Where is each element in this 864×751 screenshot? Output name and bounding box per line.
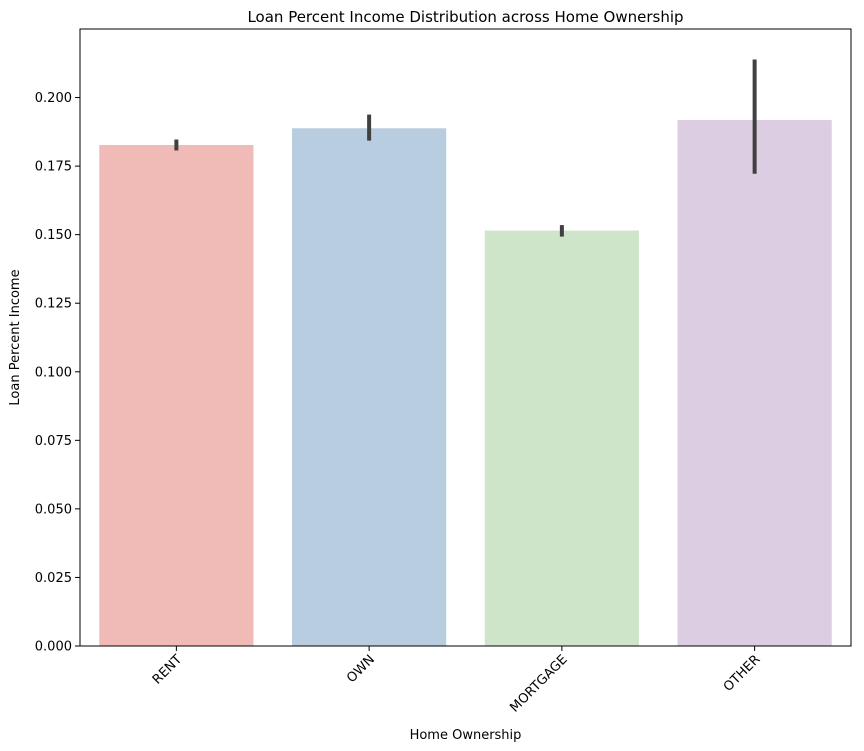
y-tick-label: 0.200 [35, 91, 72, 106]
error-bars-group [174, 59, 757, 237]
x-tick-label-rent: RENT [150, 652, 185, 687]
bar-rent [99, 144, 254, 646]
chart-title: Loan Percent Income Distribution across … [247, 8, 683, 26]
x-tick-label-other: OTHER [721, 652, 764, 695]
y-tick-label: 0.150 [35, 228, 72, 243]
bar-mortgage [484, 230, 639, 646]
y-tick-label: 0.100 [35, 365, 72, 380]
y-tick-label: 0.125 [35, 297, 72, 312]
y-tick-label: 0.000 [35, 640, 72, 655]
y-tick-label: 0.175 [35, 160, 72, 175]
x-tick-label-mortgage: MORTGAGE [507, 652, 570, 715]
y-tick-label: 0.075 [35, 434, 72, 449]
x-tick-label-own: OWN [344, 652, 378, 686]
bar-own [292, 128, 447, 647]
x-axis: RENT OWN MORTGAGE OTHER [150, 646, 764, 716]
bars-group [99, 120, 832, 647]
y-tick-label: 0.050 [35, 502, 72, 517]
x-axis-label: Home Ownership [410, 728, 522, 743]
y-axis-label: Loan Percent Income [8, 269, 23, 405]
y-tick-label: 0.025 [35, 571, 72, 586]
bar-other [677, 120, 832, 647]
plot-frame [79, 28, 852, 647]
y-axis: 0.000 0.025 0.050 0.075 0.100 0.125 0.150 0.175… [35, 91, 80, 655]
